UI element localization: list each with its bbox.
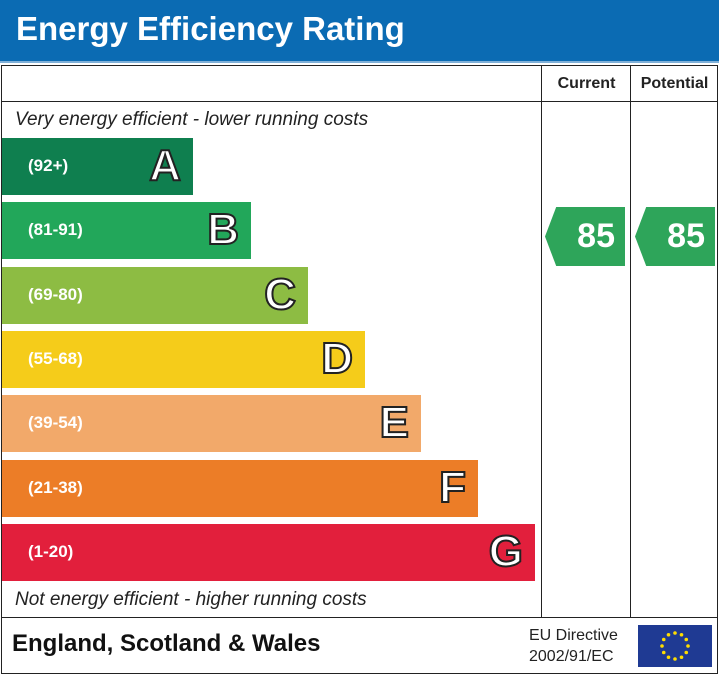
band-d: (55-68) D <box>2 330 365 388</box>
title: Energy Efficiency Rating <box>16 10 405 47</box>
band-range: (55-68) <box>28 348 83 368</box>
current-rating-arrow: 85 <box>545 207 625 266</box>
band-g: (1-20) G <box>2 523 535 581</box>
band-range: (39-54) <box>28 413 83 433</box>
star <box>679 632 684 637</box>
column-current: Current <box>557 75 616 92</box>
band-a: (92+) A <box>2 138 193 195</box>
divider <box>630 65 631 617</box>
band-letter: D <box>320 333 354 384</box>
directive-line2: 2002/91/EC <box>529 648 614 665</box>
star <box>673 631 677 635</box>
potential-value: 85 <box>667 217 705 255</box>
star <box>684 637 689 642</box>
potential-rating-arrow: 85 <box>635 207 715 266</box>
star <box>684 650 689 655</box>
star <box>661 650 666 655</box>
current-value: 85 <box>577 217 615 255</box>
star <box>660 644 664 648</box>
band-letter: F <box>438 462 467 513</box>
band-range: (81-91) <box>28 220 83 240</box>
divider <box>1 617 717 618</box>
column-potential: Potential <box>640 75 709 92</box>
band-letter: B <box>206 204 240 255</box>
header: Energy Efficiency Rating <box>0 0 719 63</box>
divider <box>541 65 542 617</box>
band-letter: E <box>379 397 410 448</box>
divider <box>1 101 717 102</box>
band-letter: C <box>263 269 297 320</box>
star <box>673 657 677 661</box>
star <box>679 655 684 660</box>
directive-line1: EU Directive <box>529 627 618 644</box>
star <box>686 644 690 648</box>
band-b: (81-91) B <box>2 202 251 260</box>
band-e: (39-54) E <box>2 395 421 453</box>
band-range: (69-80) <box>28 284 83 304</box>
star <box>666 632 671 637</box>
star <box>666 655 671 660</box>
band-letter: G <box>488 526 524 577</box>
band-range: (21-38) <box>28 477 83 497</box>
band-range: (92+) <box>28 156 69 175</box>
band-f: (21-38) F <box>2 459 478 517</box>
band-range: (1-20) <box>28 541 74 561</box>
chart-frame <box>1 65 718 674</box>
star <box>661 637 666 642</box>
region-label: England, Scotland & Wales <box>12 630 321 657</box>
eu-flag-icon <box>638 625 712 667</box>
top-note: Very energy efficient - lower running co… <box>15 109 369 130</box>
bottom-note: Not energy efficient - higher running co… <box>15 589 367 610</box>
band-c: (69-80) C <box>2 266 308 324</box>
band-letter: A <box>148 140 182 191</box>
